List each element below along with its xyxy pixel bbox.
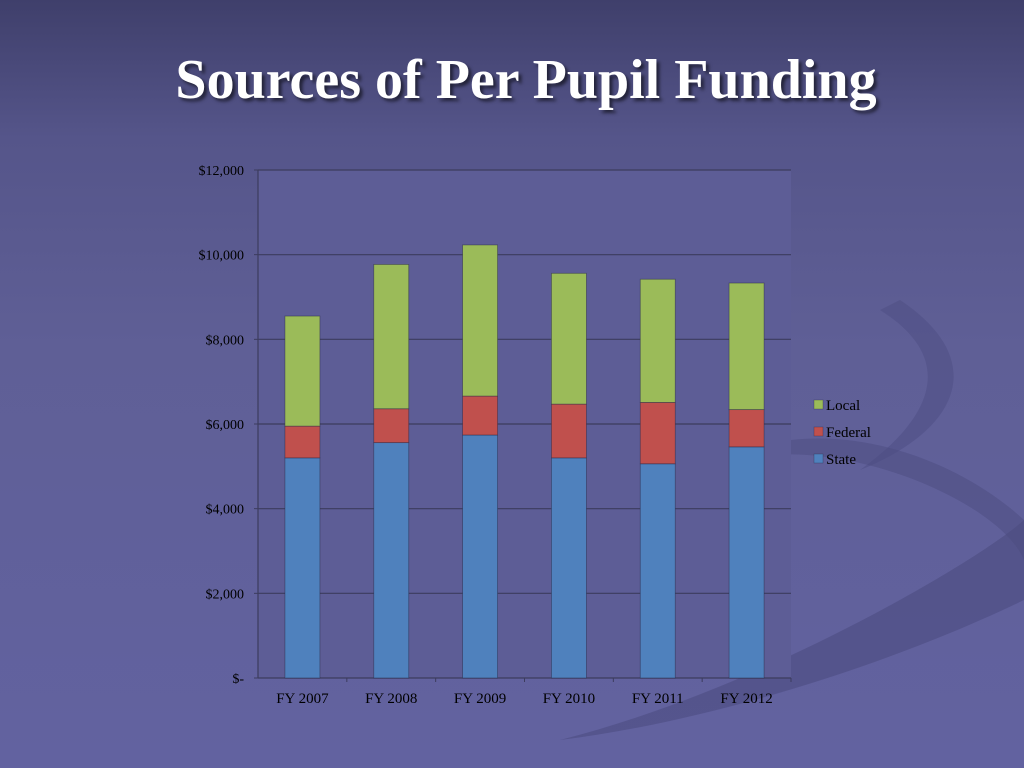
x-tick-label: FY 2010 bbox=[543, 691, 595, 707]
x-tick-label: FY 2012 bbox=[720, 691, 772, 707]
bar-segment-state bbox=[728, 446, 765, 679]
legend-label-state: State bbox=[826, 452, 856, 468]
bar-segment-federal bbox=[639, 402, 676, 465]
bar-segment-state bbox=[284, 457, 321, 679]
x-tick-label: FY 2008 bbox=[365, 691, 417, 707]
bar-segment-local bbox=[639, 278, 676, 403]
bar-segment-local bbox=[551, 272, 587, 405]
y-tick-label: $2,000 bbox=[206, 587, 245, 602]
bar-segment-state bbox=[639, 463, 676, 679]
y-tick-label: $4,000 bbox=[206, 503, 245, 518]
legend-label-local: Local bbox=[826, 398, 860, 414]
bar-segment-federal bbox=[728, 409, 765, 448]
y-tick-label: $10,000 bbox=[199, 249, 245, 264]
bar-segment-federal bbox=[373, 408, 410, 444]
x-tick-label: FY 2011 bbox=[632, 691, 684, 707]
bar-segment-federal bbox=[551, 403, 587, 459]
slide-title: Sources of Per Pupil Funding bbox=[175, 49, 877, 111]
bar-segment-state bbox=[462, 434, 498, 679]
x-tick-label: FY 2009 bbox=[454, 691, 506, 707]
y-tick-label: $8,000 bbox=[206, 333, 245, 348]
y-tick-label: $6,000 bbox=[206, 418, 245, 433]
legend-swatch-state bbox=[813, 453, 824, 464]
bar-segment-state bbox=[373, 442, 410, 679]
bar-segment-local bbox=[373, 264, 410, 410]
legend-swatch-federal bbox=[813, 426, 824, 437]
bar-segment-local bbox=[728, 282, 765, 411]
bar-segment-state bbox=[551, 457, 587, 679]
legend-label-federal: Federal bbox=[826, 425, 871, 441]
bar-segment-federal bbox=[284, 425, 321, 459]
y-tick-label: $- bbox=[232, 672, 244, 687]
x-tick-label: FY 2007 bbox=[276, 691, 329, 707]
legend-swatch-local bbox=[813, 399, 824, 410]
y-tick-label: $12,000 bbox=[199, 164, 245, 179]
bar-segment-federal bbox=[462, 395, 498, 436]
bar-segment-local bbox=[284, 315, 321, 427]
bar-segment-local bbox=[462, 244, 498, 397]
